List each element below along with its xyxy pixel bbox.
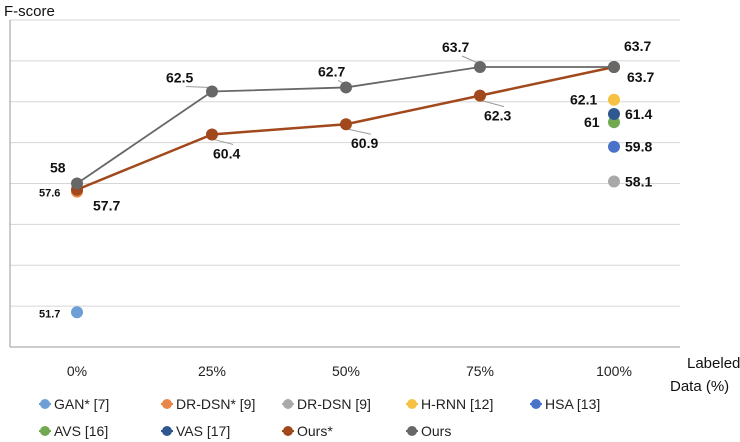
data-point-gan-7 bbox=[71, 306, 83, 319]
data-label-dr-dsn-9: 58.1 bbox=[625, 173, 652, 189]
legend-marker bbox=[407, 399, 417, 409]
data-point-hsa-13 bbox=[608, 140, 620, 153]
legend-label: DR-DSN* [9] bbox=[176, 396, 255, 412]
data-label-vas-17: 61.4 bbox=[625, 106, 652, 122]
legend-marker bbox=[407, 426, 417, 436]
data-point-dr-dsn-9 bbox=[608, 175, 620, 188]
x-tick-label: 25% bbox=[198, 363, 226, 379]
legend-item-dr-dsn-9: DR-DSN [9] bbox=[282, 396, 371, 412]
data-label-dr-dsn-9: 57.6 bbox=[39, 188, 60, 200]
legend-label: VAS [17] bbox=[176, 423, 230, 439]
legend-marker bbox=[40, 426, 50, 436]
data-label-ours: 60.4 bbox=[213, 145, 240, 161]
legend-marker bbox=[40, 399, 50, 409]
legend-item-hsa-13: HSA [13] bbox=[530, 396, 600, 412]
data-label-hsa-13: 59.8 bbox=[625, 139, 652, 155]
legend-marker bbox=[162, 399, 172, 409]
data-label-ours: 63.7 bbox=[627, 69, 654, 85]
gridlines bbox=[10, 19, 680, 307]
data-label-ours: 62.5 bbox=[166, 70, 193, 86]
data-markers bbox=[71, 61, 620, 319]
legend-item-ours: Ours* bbox=[282, 423, 333, 439]
data-point-h-rnn-12 bbox=[608, 93, 620, 106]
legend-marker bbox=[283, 399, 293, 409]
legend: GAN* [7] DR-DSN* [9] DR-DSN [9] H-RNN [12] H… bbox=[39, 396, 600, 439]
data-label-ours: 63.7 bbox=[624, 38, 651, 54]
legend-label: GAN* [7] bbox=[54, 396, 109, 412]
data-point-ours bbox=[474, 61, 486, 74]
label-leader bbox=[461, 55, 479, 64]
data-label-ours: 63.7 bbox=[442, 39, 469, 55]
data-point-ours bbox=[206, 85, 218, 98]
x-axis-title: Labeled Data (%) bbox=[670, 355, 740, 395]
axes: 0% 25% 50% 75% 100% F-score Labeled Data (%) bbox=[4, 3, 740, 395]
data-point-ours bbox=[206, 128, 218, 141]
legend-label: HSA [13] bbox=[545, 396, 600, 412]
data-labels: 51.7 57.6 58.1 62.1 59.8 61 61.4 57.7 60.4 60.9 62… bbox=[39, 38, 654, 320]
data-label-ours: 60.9 bbox=[351, 135, 378, 151]
data-point-ours bbox=[340, 81, 352, 94]
legend-label: H-RNN [12] bbox=[421, 396, 493, 412]
legend-marker bbox=[162, 426, 172, 436]
legend-item-vas-17: VAS [17] bbox=[161, 423, 230, 439]
data-label-avs-16: 61 bbox=[584, 114, 600, 130]
legend-marker bbox=[283, 426, 293, 436]
label-leader bbox=[185, 86, 211, 89]
legend-item-ours: Ours bbox=[406, 423, 451, 439]
data-label-gan-7: 51.7 bbox=[39, 308, 60, 320]
legend-marker bbox=[531, 399, 541, 409]
data-point-vas-17 bbox=[608, 108, 620, 121]
legend-label: Ours bbox=[421, 423, 451, 439]
legend-label: Ours* bbox=[297, 423, 333, 439]
data-point-ours bbox=[71, 177, 83, 190]
y-axis-title: F-score bbox=[4, 3, 55, 20]
legend-label: AVS [16] bbox=[54, 423, 108, 439]
data-label-ours: 58 bbox=[50, 160, 66, 176]
legend-item-gan-7: GAN* [7] bbox=[39, 396, 109, 412]
x-tick-label: 75% bbox=[466, 363, 494, 379]
x-tick-label: 50% bbox=[332, 363, 360, 379]
data-label-ours: 62.3 bbox=[484, 108, 511, 124]
data-label-ours: 57.7 bbox=[93, 198, 120, 214]
data-point-ours bbox=[340, 118, 352, 131]
legend-label: DR-DSN [9] bbox=[297, 396, 371, 412]
x-tick-label: 0% bbox=[67, 363, 87, 379]
legend-item-dr-dsn-9: DR-DSN* [9] bbox=[161, 396, 255, 412]
data-point-ours bbox=[608, 61, 620, 74]
legend-item-avs-16: AVS [16] bbox=[39, 423, 108, 439]
data-point-ours bbox=[474, 89, 486, 102]
legend-item-h-rnn-12: H-RNN [12] bbox=[406, 396, 493, 412]
data-label-h-rnn-12: 62.1 bbox=[570, 92, 597, 108]
x-tick-label: 100% bbox=[596, 363, 632, 379]
data-label-ours: 62.7 bbox=[318, 63, 345, 79]
